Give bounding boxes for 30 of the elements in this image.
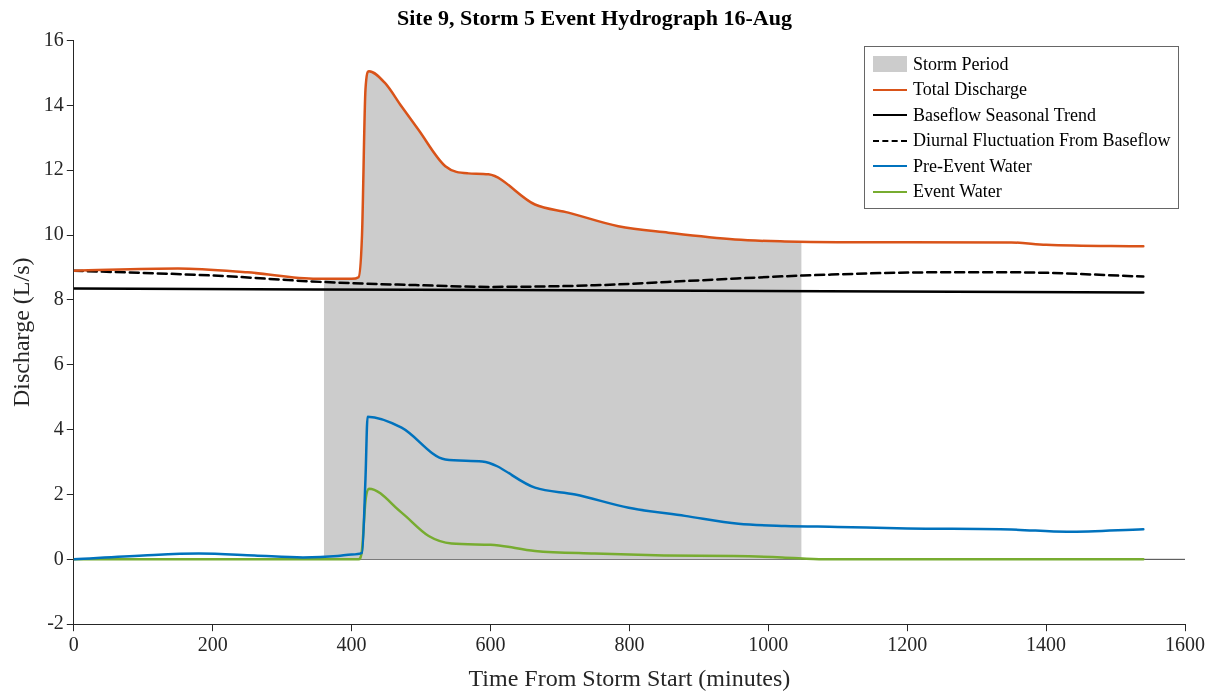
line-series <box>73 415 1145 561</box>
x-tick-label: 400 <box>336 633 367 656</box>
legend-label: Pre-Event Water <box>913 155 1032 177</box>
y-tick-label: 2 <box>53 481 64 504</box>
x-tick-label: 1400 <box>1026 633 1067 656</box>
legend-label: Total Discharge <box>913 79 1027 101</box>
y-tick-label: 4 <box>53 416 64 439</box>
chart-title: Site 9, Storm 5 Event Hydrograph 16-Aug <box>397 4 792 30</box>
x-tick-label: 800 <box>614 633 645 656</box>
x-axis-title: Time From Storm Start (minutes) <box>468 664 791 691</box>
x-tick-label: 200 <box>197 633 228 656</box>
legend-label: Baseflow Seasonal Trend <box>913 104 1096 126</box>
y-tick-label: 14 <box>43 92 64 115</box>
x-tick-label: 1200 <box>887 633 928 656</box>
y-tick-label: 10 <box>43 222 64 245</box>
line-series <box>73 487 1145 561</box>
legend-label: Diurnal Fluctuation From Baseflow <box>913 130 1171 152</box>
x-tick-label: 600 <box>475 633 506 656</box>
x-tick-label: 1000 <box>748 633 789 656</box>
y-axis-title: Discharge (L/s) <box>7 257 34 408</box>
x-tick-label: 1600 <box>1165 633 1205 656</box>
legend-label: Storm Period <box>913 53 1009 75</box>
y-tick-label: -2 <box>47 611 64 634</box>
y-tick-label: 16 <box>43 27 64 50</box>
y-tick-label: 0 <box>53 546 64 569</box>
legend-label: Event Water <box>913 181 1002 203</box>
y-tick-label: 6 <box>53 351 64 374</box>
x-tick-label: 0 <box>68 633 79 656</box>
y-tick-label: 8 <box>53 287 64 310</box>
y-tick-label: 12 <box>43 157 64 180</box>
